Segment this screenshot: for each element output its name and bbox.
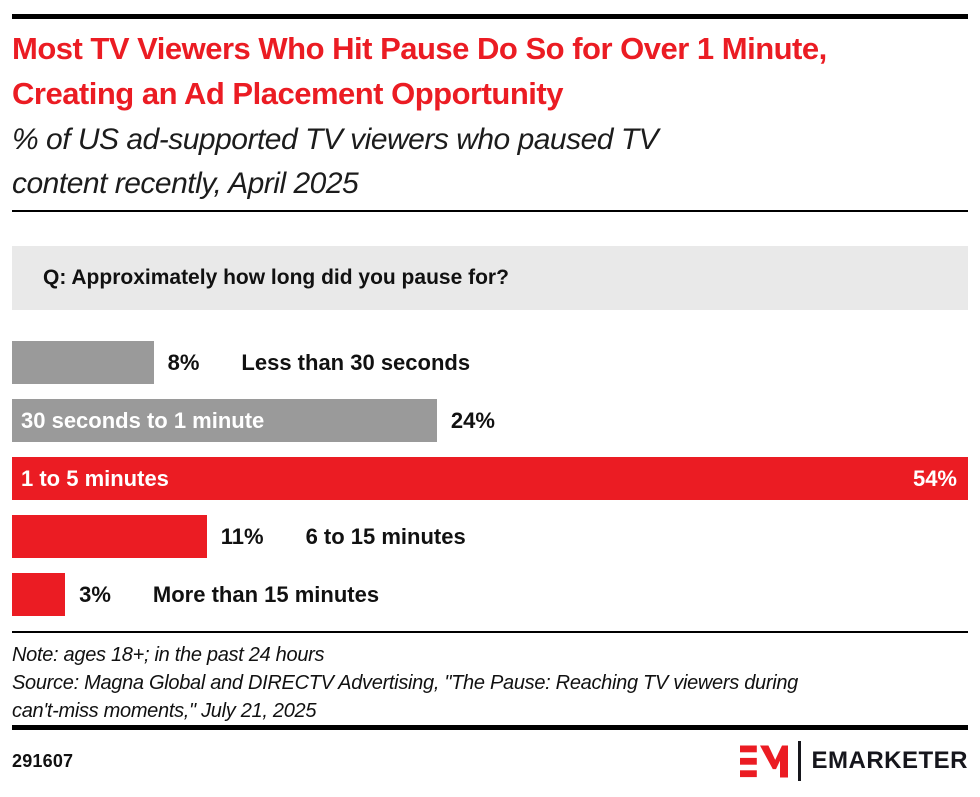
bar-value: 11% [220,523,264,549]
bar-value: 54% [912,465,957,491]
bar-chart: 8% Less than 30 seconds 30 seconds to 1 mi… [12,341,968,616]
bar-label: 6 to 15 minutes [305,523,466,549]
bar-label: 30 seconds to 1 minute [21,407,265,433]
bar-less-than-30-seconds [12,341,154,384]
bar-value: 24% [450,407,495,433]
bar-row: 8% Less than 30 seconds [12,341,968,384]
chart-title: Most TV Viewers Who Hit Pause Do So for … [12,31,827,111]
bar-30-seconds-to-1-minute: 30 seconds to 1 minute [12,399,437,442]
top-rule [12,14,968,19]
bar-row: 3% More than 15 minutes [12,573,968,616]
survey-question-text: Q: Approximately how long did you pause … [43,266,509,289]
bar-value: 3% [79,581,111,607]
footer: 291607 EMARKETER [12,740,968,782]
emarketer-logo: EMARKETER [740,741,968,781]
note-rule [12,631,968,633]
bar-more-than-15-minutes [12,573,66,616]
brand-name: EMARKETER [811,747,968,774]
footer-rule [12,725,968,730]
bar-value: 8% [167,349,200,375]
chart-subtitle: % of US ad-supported TV viewers who paus… [12,123,659,200]
bar-6-to-15-minutes [12,515,207,558]
subtitle-rule [12,210,968,212]
source-line: Source: Magna Global and DIRECTV Adverti… [12,672,798,722]
logo-separator [798,741,802,781]
bar-row: 11% 6 to 15 minutes [12,515,968,558]
bar-row: 1 to 5 minutes 54% [12,457,968,500]
emarketer-logo-mark-icon [740,745,789,777]
note-line: Note: ages 18+; in the past 24 hours [12,644,325,666]
bar-label: 1 to 5 minutes [21,465,169,491]
footnotes: Note: ages 18+; in the past 24 hours Sou… [12,641,842,725]
bar-label: More than 15 minutes [152,581,380,607]
bar-label: Less than 30 seconds [241,349,471,375]
bar-1-to-5-minutes: 1 to 5 minutes 54% [12,457,968,500]
bar-row: 30 seconds to 1 minute 24% [12,399,968,442]
survey-question-box: Q: Approximately how long did you pause … [12,246,968,310]
chart-id: 291607 [12,750,74,771]
